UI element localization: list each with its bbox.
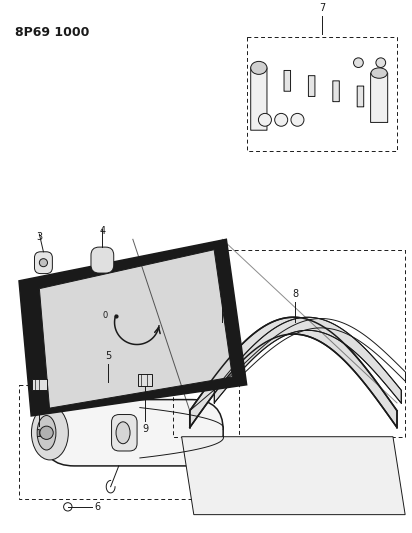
FancyBboxPatch shape bbox=[333, 81, 339, 102]
Text: 6: 6 bbox=[94, 502, 101, 512]
Ellipse shape bbox=[251, 61, 267, 75]
Text: 2: 2 bbox=[219, 289, 225, 299]
FancyBboxPatch shape bbox=[284, 70, 290, 91]
Polygon shape bbox=[182, 437, 405, 515]
FancyBboxPatch shape bbox=[32, 378, 47, 390]
Text: 9: 9 bbox=[142, 424, 148, 434]
Ellipse shape bbox=[116, 422, 130, 443]
FancyBboxPatch shape bbox=[112, 415, 137, 451]
Polygon shape bbox=[19, 239, 247, 416]
Circle shape bbox=[40, 426, 53, 439]
Circle shape bbox=[291, 114, 304, 126]
Text: 5: 5 bbox=[105, 351, 112, 361]
Circle shape bbox=[40, 259, 47, 266]
Circle shape bbox=[376, 58, 386, 68]
Circle shape bbox=[353, 58, 363, 68]
FancyBboxPatch shape bbox=[309, 76, 315, 96]
Text: 3: 3 bbox=[36, 231, 42, 241]
FancyBboxPatch shape bbox=[251, 68, 267, 130]
FancyBboxPatch shape bbox=[43, 400, 223, 466]
Circle shape bbox=[275, 114, 288, 126]
FancyBboxPatch shape bbox=[35, 252, 52, 273]
Text: 8: 8 bbox=[293, 289, 298, 299]
Circle shape bbox=[258, 114, 272, 126]
Text: 1: 1 bbox=[36, 429, 42, 439]
Text: 8P69 1000: 8P69 1000 bbox=[15, 26, 89, 39]
Polygon shape bbox=[214, 317, 401, 403]
Ellipse shape bbox=[31, 406, 68, 460]
FancyBboxPatch shape bbox=[357, 86, 364, 107]
FancyBboxPatch shape bbox=[371, 73, 388, 123]
Polygon shape bbox=[190, 317, 397, 427]
FancyBboxPatch shape bbox=[138, 374, 152, 386]
Text: 4: 4 bbox=[99, 227, 105, 236]
Polygon shape bbox=[40, 249, 232, 408]
Ellipse shape bbox=[37, 416, 56, 450]
Text: 7: 7 bbox=[319, 3, 325, 13]
FancyBboxPatch shape bbox=[91, 247, 114, 273]
Text: 0: 0 bbox=[102, 311, 108, 320]
Circle shape bbox=[63, 503, 72, 511]
Ellipse shape bbox=[371, 68, 387, 78]
